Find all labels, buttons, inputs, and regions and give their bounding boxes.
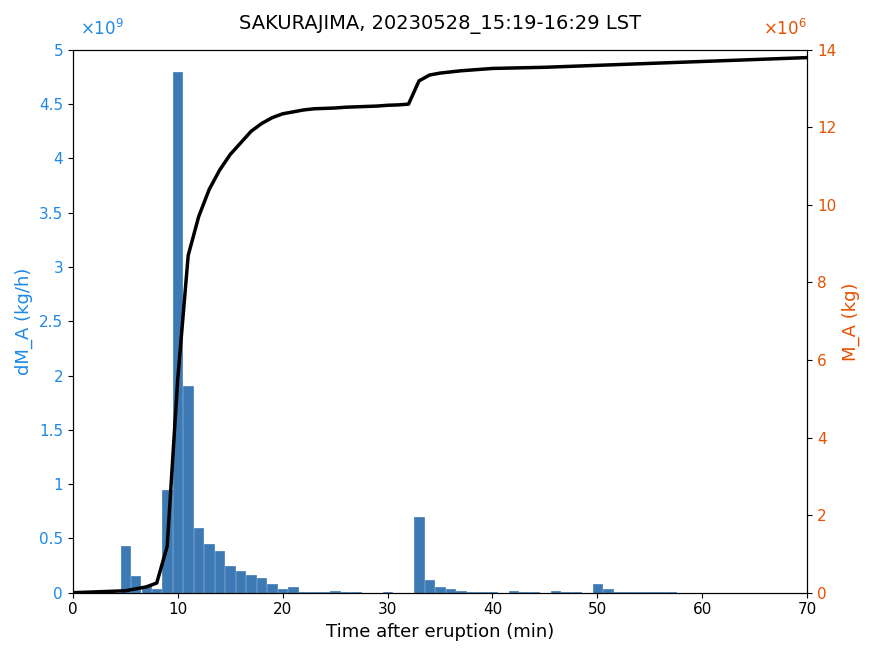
Text: $\times10^6$: $\times10^6$ (763, 19, 808, 39)
Bar (645, 592, 654, 593)
Bar (456, 591, 466, 593)
Bar (142, 586, 151, 593)
Bar (184, 386, 192, 593)
Bar (163, 489, 172, 593)
Bar (205, 544, 213, 593)
Text: $\times10^9$: $\times10^9$ (80, 19, 124, 39)
Title: SAKURAJIMA, 20230528_15:19-16:29 LST: SAKURAJIMA, 20230528_15:19-16:29 LST (239, 15, 641, 34)
Bar (131, 577, 141, 593)
Bar (414, 517, 424, 593)
Bar (435, 587, 444, 593)
Bar (289, 587, 298, 593)
Bar (550, 591, 560, 593)
Bar (613, 592, 623, 593)
Bar (194, 527, 203, 593)
Bar (121, 546, 130, 593)
Bar (341, 592, 350, 593)
Bar (299, 592, 308, 593)
Bar (466, 592, 476, 593)
Bar (268, 584, 276, 593)
Bar (592, 584, 602, 593)
Bar (215, 552, 224, 593)
Bar (424, 580, 434, 593)
Bar (257, 577, 266, 593)
Y-axis label: dM_A (kg/h): dM_A (kg/h) (15, 268, 33, 375)
Y-axis label: M_A (kg): M_A (kg) (842, 282, 860, 361)
Bar (445, 590, 455, 593)
Bar (173, 72, 182, 593)
Bar (331, 591, 340, 593)
Bar (278, 590, 287, 593)
Bar (226, 565, 234, 593)
Bar (247, 575, 255, 593)
Bar (236, 571, 245, 593)
X-axis label: Time after eruption (min): Time after eruption (min) (326, 623, 554, 641)
Bar (508, 591, 518, 593)
Bar (152, 590, 162, 593)
Bar (603, 590, 612, 593)
